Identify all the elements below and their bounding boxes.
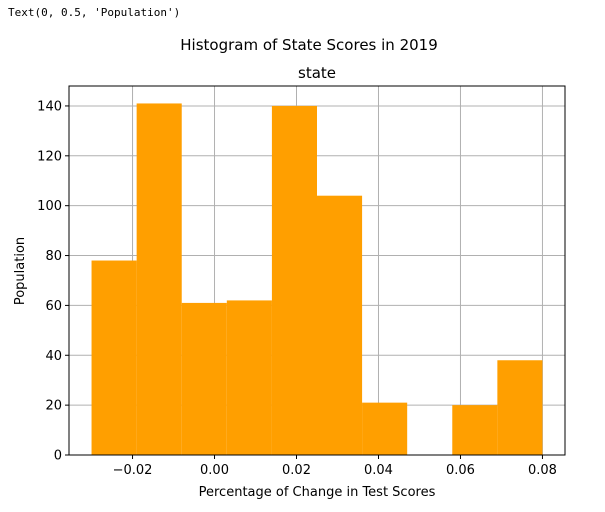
chart-title: state — [298, 64, 336, 82]
histogram-bar — [362, 402, 408, 455]
y-tick-label: 100 — [37, 199, 62, 214]
cell-output-text: Text(0, 0.5, 'Population') — [8, 6, 181, 19]
histogram-bar — [91, 260, 137, 455]
y-tick-label: 0 — [54, 449, 62, 464]
y-tick-label: 40 — [45, 349, 62, 364]
x-tick-label: 0.04 — [364, 463, 393, 478]
bars — [91, 103, 543, 456]
histogram-bar — [226, 300, 272, 455]
x-tick-label: 0.08 — [528, 463, 557, 478]
x-tick-label: −0.02 — [113, 463, 153, 478]
histogram-bar — [317, 195, 363, 455]
plot-frame — [68, 85, 566, 456]
x-tick-label: 0.06 — [446, 463, 475, 478]
histogram-bar — [497, 360, 543, 455]
y-tick-label: 60 — [45, 299, 62, 314]
y-axis-label: Population — [13, 237, 28, 305]
y-tick-label: 20 — [45, 399, 62, 414]
histogram-bar — [181, 302, 227, 455]
histogram-bar — [271, 105, 317, 455]
x-tick-label: 0.00 — [200, 463, 229, 478]
axis-ticks: 0 20 40 60 80 100 120 140 −0.02 0.00 0.02 0.04 0.06 0… — [37, 99, 557, 478]
x-axis-label: Percentage of Change in Test Scores — [199, 485, 436, 500]
histogram-bar — [452, 405, 498, 455]
y-tick-label: 140 — [37, 99, 62, 114]
histogram-bar — [136, 103, 182, 456]
y-tick-label: 80 — [45, 249, 62, 264]
chart-suptitle: Histogram of State Scores in 2019 — [180, 36, 438, 54]
x-tick-label: 0.02 — [282, 463, 311, 478]
y-tick-label: 120 — [37, 149, 62, 164]
